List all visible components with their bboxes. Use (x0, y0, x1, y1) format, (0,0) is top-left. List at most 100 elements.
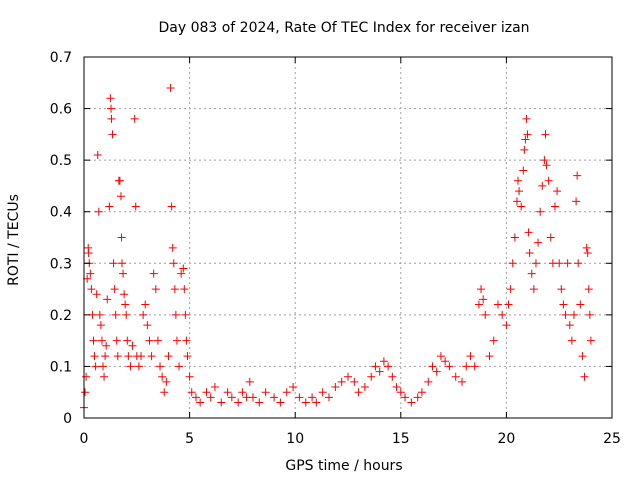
data-point (97, 336, 106, 345)
data-point (384, 362, 393, 371)
data-point (350, 377, 359, 386)
data-point (470, 362, 479, 371)
data-point (536, 207, 545, 216)
data-point (139, 310, 148, 319)
data-point (502, 321, 511, 330)
data-point (91, 362, 100, 371)
data-point (106, 94, 115, 103)
data-point (520, 145, 529, 154)
x-tick-label: 5 (185, 431, 194, 447)
data-point (561, 310, 570, 319)
y-tick-label: 0.4 (50, 205, 72, 221)
data-point (182, 336, 191, 345)
data-point (147, 352, 156, 361)
data-point (508, 259, 517, 268)
data-point (540, 156, 549, 165)
data-point (584, 285, 593, 294)
data-point (388, 372, 397, 381)
data-point (86, 269, 95, 278)
data-point (485, 352, 494, 361)
data-point (576, 300, 585, 309)
data-point (413, 393, 422, 402)
data-point (481, 310, 490, 319)
x-tick-label: 20 (497, 431, 515, 447)
data-point (196, 398, 205, 407)
x-tick-labels: 0 5 10 15 20 25 (80, 431, 621, 447)
data-point (428, 362, 437, 371)
data-point (308, 393, 317, 402)
data-point (354, 388, 363, 397)
x-tick-label: 0 (80, 431, 89, 447)
data-point (344, 372, 352, 381)
data-point (477, 285, 486, 294)
data-point (134, 362, 143, 371)
data-point (578, 352, 587, 361)
data-point (583, 248, 592, 257)
data-point (525, 248, 534, 257)
data-point (217, 398, 226, 407)
data-point (128, 341, 137, 350)
data-point (177, 269, 186, 278)
data-point (116, 192, 125, 201)
data-point (324, 393, 333, 402)
data-point (122, 310, 131, 319)
data-point (519, 166, 528, 175)
data-point (544, 176, 553, 185)
data-point (563, 259, 572, 268)
data-point (261, 388, 270, 397)
data-point (510, 233, 519, 242)
data-point (337, 377, 346, 386)
data-point (493, 300, 502, 309)
y-tick-label: 0.3 (50, 256, 72, 272)
data-point (586, 336, 595, 345)
data-point (424, 377, 433, 386)
data-point (115, 176, 124, 185)
data-point (210, 383, 219, 392)
y-tick-label: 0.5 (50, 153, 72, 169)
data-point (417, 388, 426, 397)
data-point (82, 372, 91, 381)
data-point (112, 336, 121, 345)
data-point (524, 228, 533, 237)
data-point (318, 388, 327, 397)
data-point (289, 383, 298, 392)
data-point (183, 352, 192, 361)
y-tick-label: 0.6 (50, 102, 72, 118)
data-point (565, 321, 574, 330)
data-point (238, 388, 247, 397)
data-point (234, 398, 243, 407)
data-point (191, 393, 200, 402)
data-point (367, 372, 376, 381)
data-point (143, 321, 152, 330)
data-point (227, 393, 236, 402)
data-point (555, 259, 564, 268)
data-point (572, 197, 581, 206)
x-tick-label: 25 (603, 431, 621, 447)
data-point (466, 352, 475, 361)
data-point (172, 336, 181, 345)
data-point (87, 285, 96, 294)
data-point (84, 248, 93, 257)
data-point (401, 393, 410, 402)
data-point (498, 310, 507, 319)
data-point (103, 295, 112, 304)
plot-frame (83, 56, 613, 419)
data-point (559, 300, 568, 309)
y-tick-label: 0.1 (50, 359, 72, 375)
data-point (187, 388, 196, 397)
data-point (550, 202, 559, 211)
data-point (126, 362, 135, 371)
data-point (170, 285, 179, 294)
data-point (392, 383, 401, 392)
y-tick-label: 0.2 (50, 308, 72, 324)
data-point (504, 300, 513, 309)
data-point (529, 285, 538, 294)
data-point (124, 352, 133, 361)
data-point (523, 130, 532, 139)
data-point (301, 398, 310, 407)
data-point (360, 383, 369, 392)
data-point (375, 367, 384, 376)
data-point (121, 300, 130, 309)
data-point (100, 372, 109, 381)
